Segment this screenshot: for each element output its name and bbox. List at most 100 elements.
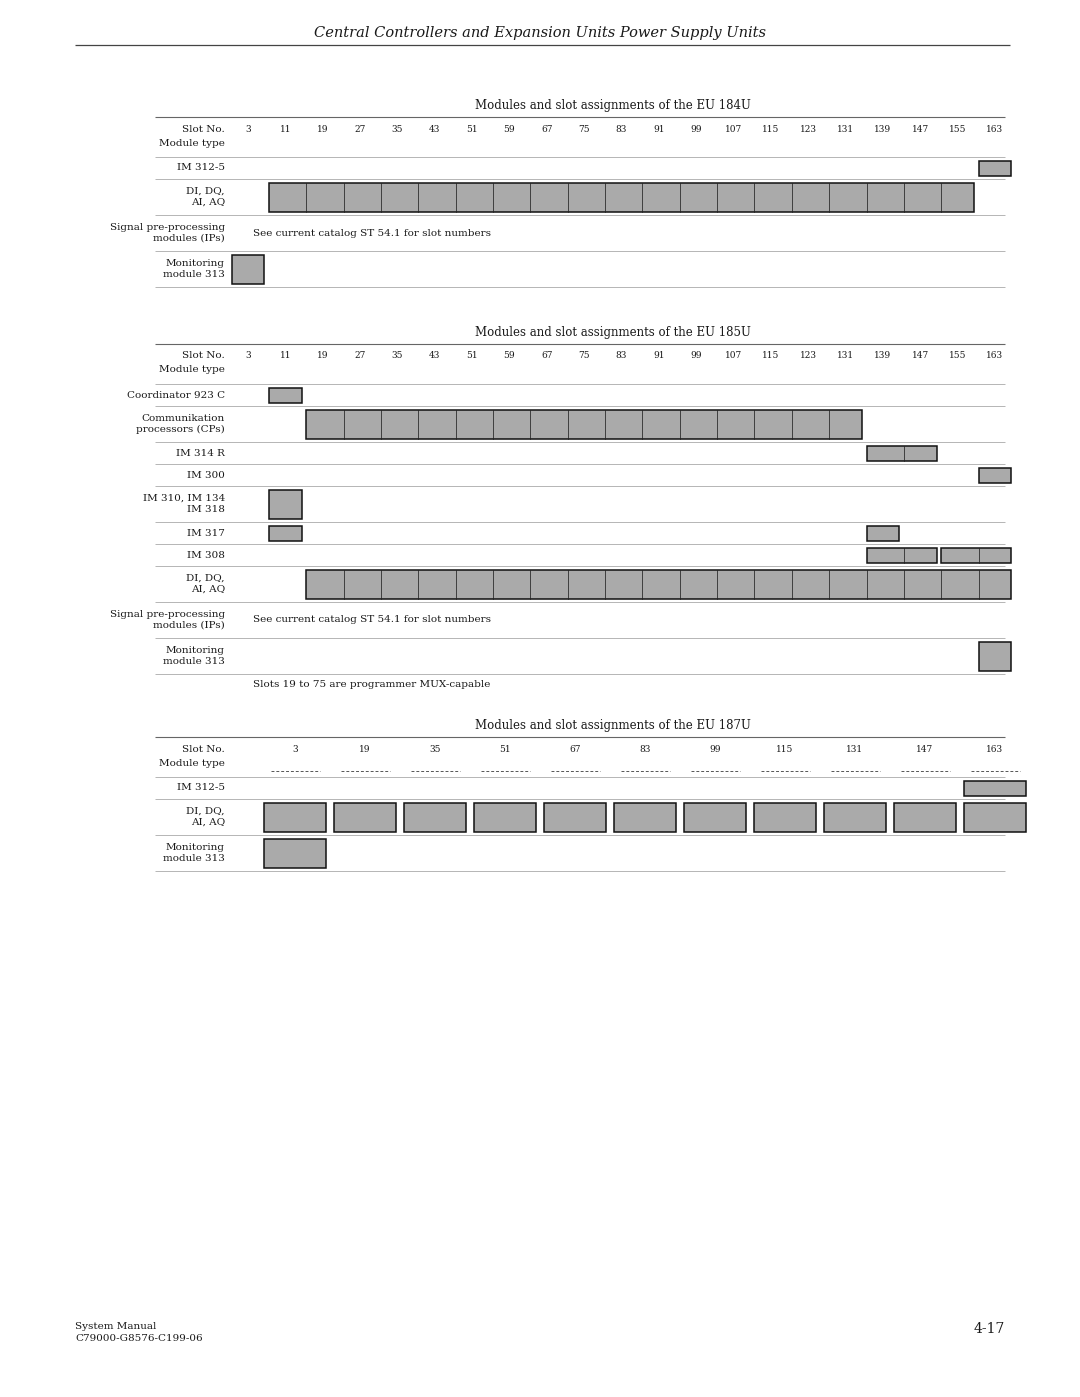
Bar [334, 802, 395, 831]
Text: 19: 19 [316, 124, 328, 134]
Text: 59: 59 [503, 352, 515, 360]
Bar [269, 183, 974, 211]
Text: 67: 67 [541, 352, 553, 360]
Text: IM 312-5: IM 312-5 [177, 784, 225, 792]
Bar [964, 781, 1026, 795]
Text: 123: 123 [800, 352, 816, 360]
Text: Monitoring
module 313: Monitoring module 313 [163, 647, 225, 666]
Text: 43: 43 [429, 352, 441, 360]
Text: 99: 99 [690, 352, 702, 360]
Text: 19: 19 [360, 745, 370, 753]
Text: DI, DQ,
AI, AQ: DI, DQ, AI, AQ [187, 807, 225, 827]
Bar [754, 802, 815, 831]
Text: 147: 147 [912, 352, 929, 360]
Text: 27: 27 [354, 352, 366, 360]
Bar [615, 802, 676, 831]
Text: Communikation
processors (CPs): Communikation processors (CPs) [136, 414, 225, 434]
Text: 99: 99 [690, 124, 702, 134]
Text: IM 317: IM 317 [187, 528, 225, 538]
Bar [866, 525, 900, 541]
Text: 83: 83 [616, 124, 627, 134]
Text: Module type: Module type [159, 759, 225, 767]
Text: 59: 59 [503, 124, 515, 134]
Text: 155: 155 [949, 124, 967, 134]
Bar [964, 802, 1026, 831]
Text: IM 300: IM 300 [187, 471, 225, 479]
Text: 35: 35 [392, 124, 403, 134]
Bar [544, 802, 606, 831]
Text: 115: 115 [762, 352, 780, 360]
Text: 67: 67 [569, 745, 581, 753]
Bar [231, 254, 265, 284]
Bar [404, 802, 465, 831]
Text: 4-17: 4-17 [974, 1322, 1005, 1336]
Text: 139: 139 [875, 124, 891, 134]
Text: IM 308: IM 308 [187, 550, 225, 560]
Text: Monitoring
module 313: Monitoring module 313 [163, 258, 225, 279]
Text: 99: 99 [710, 745, 720, 753]
Bar [474, 802, 536, 831]
Text: System Manual
C79000-G8576-C199-06: System Manual C79000-G8576-C199-06 [75, 1322, 203, 1343]
Text: Monitoring
module 313: Monitoring module 313 [163, 844, 225, 863]
Text: 107: 107 [725, 124, 742, 134]
Bar [978, 641, 1012, 671]
Bar [866, 446, 936, 461]
Text: Central Controllers and Expansion Units Power Supply Units: Central Controllers and Expansion Units … [314, 27, 766, 41]
Text: Slot No.: Slot No. [183, 124, 225, 134]
Text: Slot No.: Slot No. [183, 352, 225, 360]
Text: 3: 3 [245, 124, 251, 134]
Text: IM 310, IM 134
IM 318: IM 310, IM 134 IM 318 [143, 495, 225, 514]
Bar [269, 489, 301, 518]
Text: 91: 91 [653, 352, 664, 360]
Text: Module type: Module type [159, 138, 225, 148]
Text: 11: 11 [280, 124, 292, 134]
Text: See current catalog ST 54.1 for slot numbers: See current catalog ST 54.1 for slot num… [253, 616, 491, 624]
Text: 51: 51 [467, 352, 478, 360]
Text: 107: 107 [725, 352, 742, 360]
Bar [307, 409, 862, 439]
Bar [978, 468, 1012, 482]
Text: 131: 131 [847, 745, 864, 753]
Text: Slot No.: Slot No. [183, 745, 225, 753]
Text: 35: 35 [392, 352, 403, 360]
Text: Modules and slot assignments of the EU 185U: Modules and slot assignments of the EU 1… [474, 326, 751, 339]
Text: 19: 19 [316, 352, 328, 360]
Text: 83: 83 [639, 745, 650, 753]
Text: Modules and slot assignments of the EU 184U: Modules and slot assignments of the EU 1… [474, 99, 751, 112]
Text: 147: 147 [916, 745, 933, 753]
Bar [265, 838, 326, 868]
Text: Signal pre-processing
modules (IPs): Signal pre-processing modules (IPs) [110, 610, 225, 630]
Text: DI, DQ,
AI, AQ: DI, DQ, AI, AQ [187, 187, 225, 207]
Text: 27: 27 [354, 124, 366, 134]
Text: See current catalog ST 54.1 for slot numbers: See current catalog ST 54.1 for slot num… [253, 229, 491, 237]
Bar [894, 802, 956, 831]
Text: 67: 67 [541, 124, 553, 134]
Text: 131: 131 [837, 352, 854, 360]
Text: 115: 115 [762, 124, 780, 134]
Text: Modules and slot assignments of the EU 187U: Modules and slot assignments of the EU 1… [474, 719, 751, 732]
Text: 83: 83 [616, 352, 627, 360]
Text: 91: 91 [653, 124, 664, 134]
Text: 163: 163 [986, 745, 1003, 753]
Text: 3: 3 [293, 745, 298, 753]
Text: 163: 163 [986, 352, 1003, 360]
Text: Module type: Module type [159, 366, 225, 374]
Text: 147: 147 [912, 124, 929, 134]
Text: 115: 115 [777, 745, 794, 753]
Text: 75: 75 [578, 352, 590, 360]
Text: 43: 43 [429, 124, 441, 134]
Text: 51: 51 [499, 745, 511, 753]
Text: Coordinator 923 C: Coordinator 923 C [126, 391, 225, 400]
Text: 139: 139 [875, 352, 891, 360]
Text: IM 312-5: IM 312-5 [177, 163, 225, 172]
Bar [307, 570, 1012, 598]
Text: 123: 123 [800, 124, 816, 134]
Text: Slots 19 to 75 are programmer MUX-capable: Slots 19 to 75 are programmer MUX-capabl… [253, 680, 490, 689]
Bar [265, 802, 326, 831]
Bar [269, 387, 301, 402]
Text: 75: 75 [578, 124, 590, 134]
Bar [866, 548, 936, 563]
Bar [824, 802, 886, 831]
Text: 3: 3 [245, 352, 251, 360]
Text: 131: 131 [837, 124, 854, 134]
